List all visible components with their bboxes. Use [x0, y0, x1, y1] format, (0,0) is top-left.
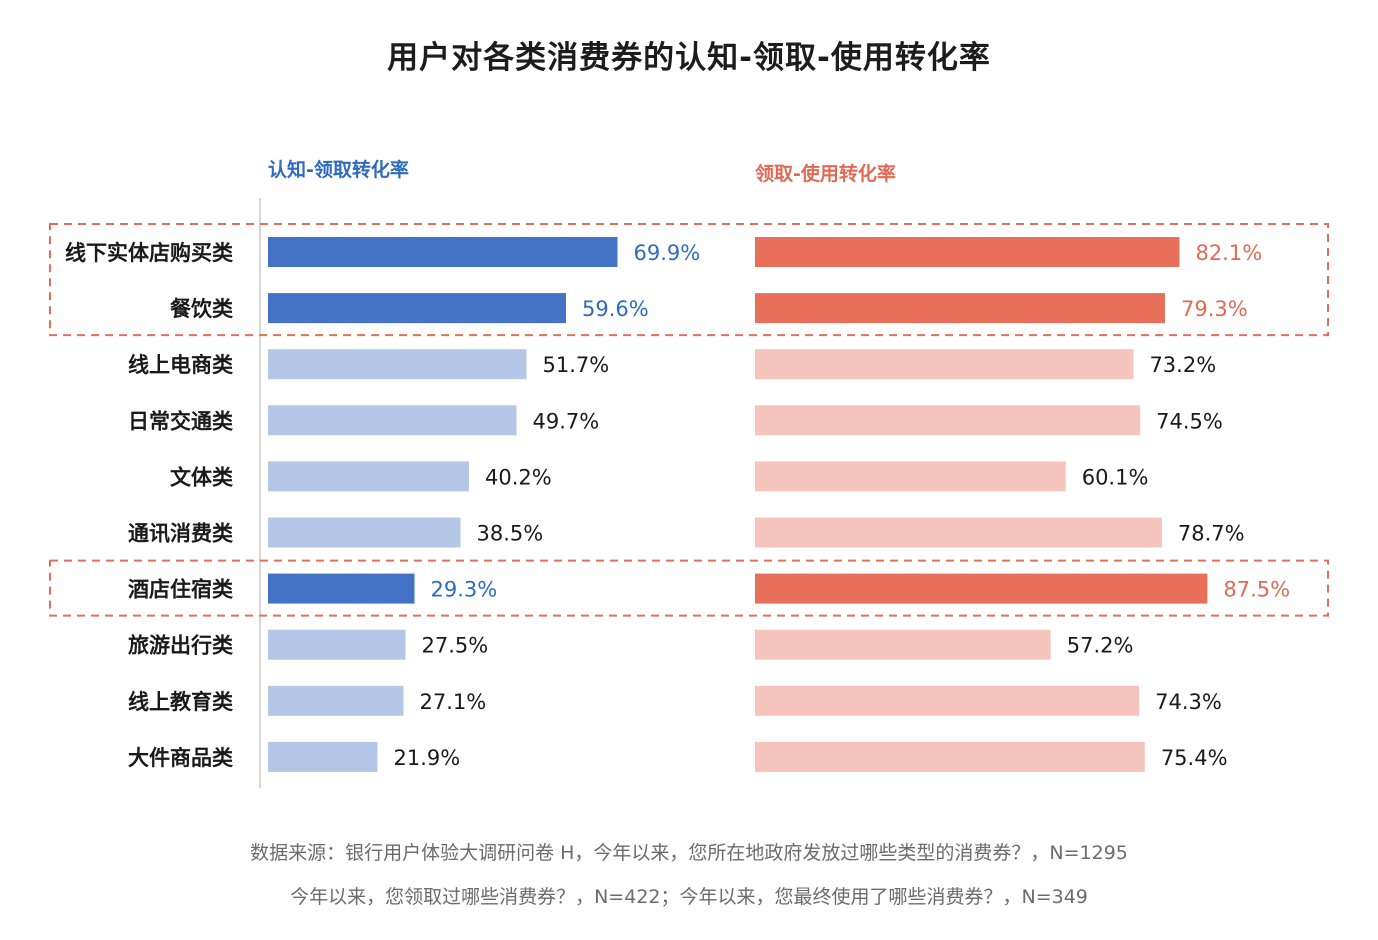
data-label-awareness-to-claim: 51.7% [543, 353, 610, 377]
category-label: 日常交通类 [128, 409, 234, 433]
data-label-awareness-to-claim: 29.3% [431, 578, 498, 602]
category-label: 线下实体店购买类 [65, 241, 234, 265]
data-label-claim-to-use: 75.4% [1161, 746, 1228, 770]
bar-claim-to-use [755, 741, 1145, 772]
data-label-claim-to-use: 82.1% [1195, 241, 1262, 265]
data-label-awareness-to-claim: 27.5% [422, 634, 489, 658]
bar-awareness-to-claim [268, 293, 566, 324]
category-label: 线上电商类 [128, 353, 234, 377]
highlight-box-1 [49, 223, 1329, 337]
bar-awareness-to-claim [268, 629, 406, 660]
bar-awareness-to-claim [268, 685, 404, 716]
bar-awareness-to-claim [268, 517, 461, 548]
category-label: 文体类 [170, 465, 234, 489]
data-label-awareness-to-claim: 69.9% [634, 241, 701, 265]
data-label-awareness-to-claim: 59.6% [582, 297, 649, 321]
data-label-claim-to-use: 78.7% [1178, 522, 1245, 546]
data-label-awareness-to-claim: 49.7% [533, 409, 600, 433]
data-label-claim-to-use: 57.2% [1067, 634, 1134, 658]
legend-series-2: 领取-使用转化率 [755, 162, 896, 185]
category-label: 酒店住宿类 [128, 578, 234, 602]
data-label-claim-to-use: 87.5% [1223, 578, 1290, 602]
data-label-awareness-to-claim: 40.2% [485, 465, 552, 489]
data-label-awareness-to-claim: 21.9% [394, 746, 461, 770]
bar-claim-to-use [755, 349, 1134, 380]
bar-awareness-to-claim [268, 237, 618, 267]
bar-claim-to-use [755, 685, 1140, 716]
data-label-claim-to-use: 60.1% [1082, 465, 1149, 489]
category-label: 大件商品类 [128, 746, 234, 770]
data-label-claim-to-use: 74.3% [1155, 690, 1222, 714]
bar-awareness-to-claim [268, 573, 415, 604]
bar-claim-to-use [755, 629, 1051, 660]
chart-title: 用户对各类消费券的认知-领取-使用转化率 [387, 40, 991, 76]
category-label: 餐饮类 [170, 297, 234, 321]
category-label: 通讯消费类 [128, 522, 234, 546]
data-label-awareness-to-claim: 27.1% [420, 690, 487, 714]
data-label-claim-to-use: 74.5% [1156, 409, 1223, 433]
category-label: 旅游出行类 [128, 634, 234, 658]
bar-claim-to-use [755, 237, 1180, 267]
bar-awareness-to-claim [268, 461, 469, 492]
bar-claim-to-use [755, 293, 1165, 324]
bar-claim-to-use [755, 517, 1162, 548]
footnote-source-line1: 数据来源：银行用户体验大调研问卷 H，今年以来，您所在地政府发放过哪些类型的消费… [250, 842, 1128, 864]
bar-awareness-to-claim [268, 349, 527, 380]
bar-claim-to-use [755, 573, 1208, 604]
bar-claim-to-use [755, 461, 1066, 492]
footnote-source-line2: 今年以来，您领取过哪些消费券？，N=422；今年以来，您最终使用了哪些消费券？，… [290, 886, 1088, 908]
bar-claim-to-use [755, 405, 1141, 436]
data-label-claim-to-use: 79.3% [1181, 297, 1248, 321]
highlight-box-2 [49, 559, 1329, 617]
bar-awareness-to-claim [268, 741, 378, 772]
data-label-claim-to-use: 73.2% [1149, 353, 1216, 377]
legend-series-1: 认知-领取转化率 [268, 158, 409, 181]
category-label: 线上教育类 [128, 690, 234, 714]
bar-awareness-to-claim [268, 405, 517, 436]
data-label-awareness-to-claim: 38.5% [477, 522, 544, 546]
